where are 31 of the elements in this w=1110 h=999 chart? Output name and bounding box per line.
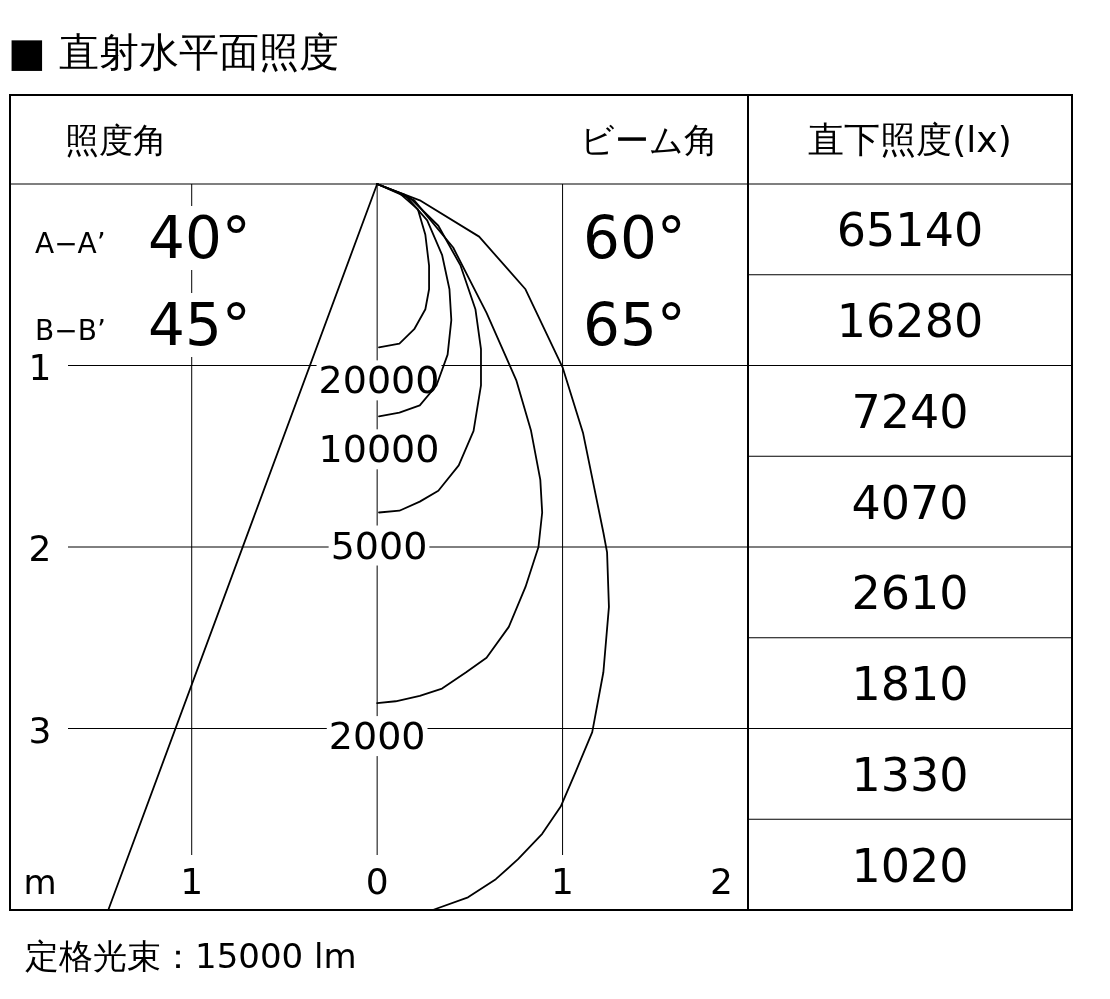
data-label: 2610 bbox=[851, 566, 969, 621]
annotation: A−A’ bbox=[35, 227, 106, 260]
data-label: 1330 bbox=[851, 747, 969, 802]
annotation: 45° bbox=[148, 291, 251, 359]
x-tick-label: 1 bbox=[180, 861, 204, 902]
text: 照度角 bbox=[65, 120, 167, 160]
data-label: 7240 bbox=[851, 384, 969, 439]
data-label: 1810 bbox=[851, 657, 969, 712]
x-tick-label: 1 bbox=[551, 861, 575, 902]
data-label: 1020 bbox=[851, 838, 969, 893]
data-label: 65140 bbox=[836, 203, 984, 258]
y-tick-label: 2 bbox=[28, 528, 52, 569]
chart-title: ■ 直射水平面照度 bbox=[8, 29, 339, 75]
data-label: 16280 bbox=[836, 294, 984, 349]
x-axis-title: m bbox=[23, 862, 57, 902]
annotation: 65° bbox=[583, 291, 686, 359]
x-tick-label: 0 bbox=[365, 861, 389, 902]
data-label: 4070 bbox=[851, 475, 969, 530]
series-label: 20000 bbox=[318, 358, 440, 403]
annotation: 60° bbox=[583, 204, 686, 272]
annotation: B−B’ bbox=[35, 314, 106, 347]
text: 直下照度(lx) bbox=[808, 119, 1012, 160]
series-label: 10000 bbox=[318, 427, 440, 472]
y-tick-label: 3 bbox=[28, 709, 52, 751]
series-label: 5000 bbox=[330, 523, 428, 568]
y-tick-label: 1 bbox=[28, 346, 52, 388]
text: ビーム角 bbox=[580, 120, 718, 160]
annotation: 40° bbox=[148, 204, 251, 272]
text: 定格光束：15000 lm bbox=[25, 936, 357, 976]
x-tick-label: 2 bbox=[710, 861, 733, 902]
series-label: 2000 bbox=[328, 714, 426, 759]
